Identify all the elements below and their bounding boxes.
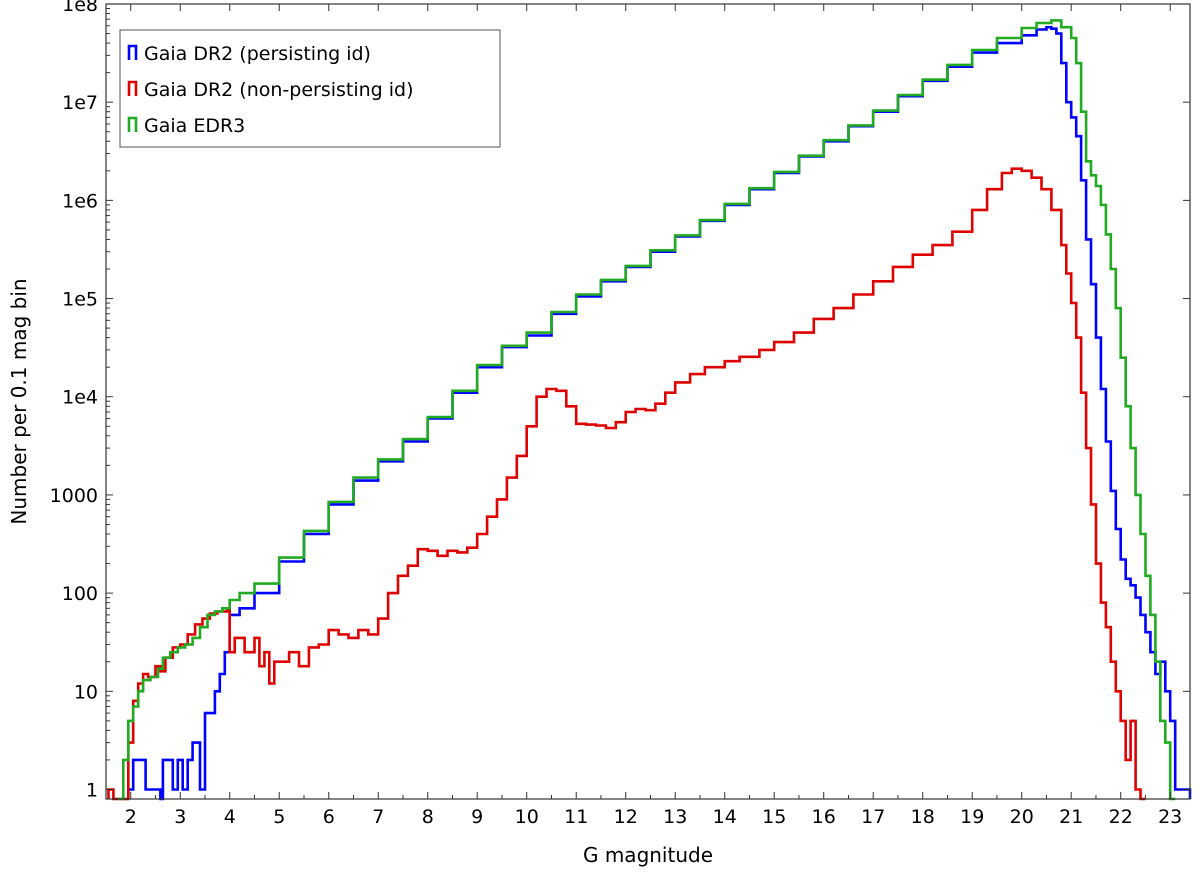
x-axis-title: G magnitude [583,843,713,867]
y-tick-label: 1 [86,779,98,801]
legend-box [119,29,501,148]
y-tick-label: 1e4 [62,387,98,409]
x-tick-label: 2 [125,806,137,828]
x-tick-label: 11 [564,806,588,828]
series-line-2 [118,19,1176,801]
x-tick-label: 23 [1158,806,1182,828]
y-tick-label: 1e8 [62,0,98,16]
legend-swatch [127,44,138,60]
y-tick-label: 1e5 [62,289,98,311]
series-line-1 [107,167,1146,801]
y-axis-title: Number per 0.1 mag bin [7,278,31,524]
y-tick-label: 1e7 [62,92,98,114]
x-tick-label: 4 [224,806,236,828]
x-tick-label: 19 [960,806,984,828]
y-tick-label: 1e6 [62,190,98,212]
x-tick-label: 21 [1059,806,1083,828]
x-tick-label: 16 [812,806,836,828]
y-tick-label: 10 [74,681,98,703]
axes-layer: 2 3 4 5 6 7 8 9 10 11 12 13 14 15 16 17 18 19 20 21 22 231101… [50,0,1191,828]
x-tick-label: 9 [471,806,483,828]
x-tick-label: 14 [713,806,737,828]
x-tick-label: 17 [861,806,885,828]
x-tick-label: 22 [1109,806,1133,828]
x-tick-label: 3 [174,806,186,828]
x-tick-label: 7 [372,806,384,828]
x-tick-label: 15 [762,806,786,828]
legend-swatch [127,80,138,96]
legend: Gaia DR2 (persisting id) Gaia DR2 (non-pe… [119,29,501,148]
legend-swatch [127,116,138,132]
x-tick-label: 20 [1010,806,1034,828]
y-tick-label: 1000 [50,485,98,507]
x-tick-label: 8 [422,806,434,828]
legend-label: Gaia DR2 (persisting id) [144,43,371,65]
x-tick-label: 6 [323,806,335,828]
x-tick-label: 5 [273,806,285,828]
legend-label: Gaia EDR3 [144,115,245,137]
legend-label: Gaia DR2 (non-persisting id) [144,79,414,101]
series-layer [107,19,1192,801]
y-tick-label: 100 [62,583,98,605]
x-tick-label: 10 [515,806,539,828]
x-tick-label: 12 [614,806,638,828]
x-tick-label: 18 [911,806,935,828]
x-tick-label: 13 [663,806,687,828]
